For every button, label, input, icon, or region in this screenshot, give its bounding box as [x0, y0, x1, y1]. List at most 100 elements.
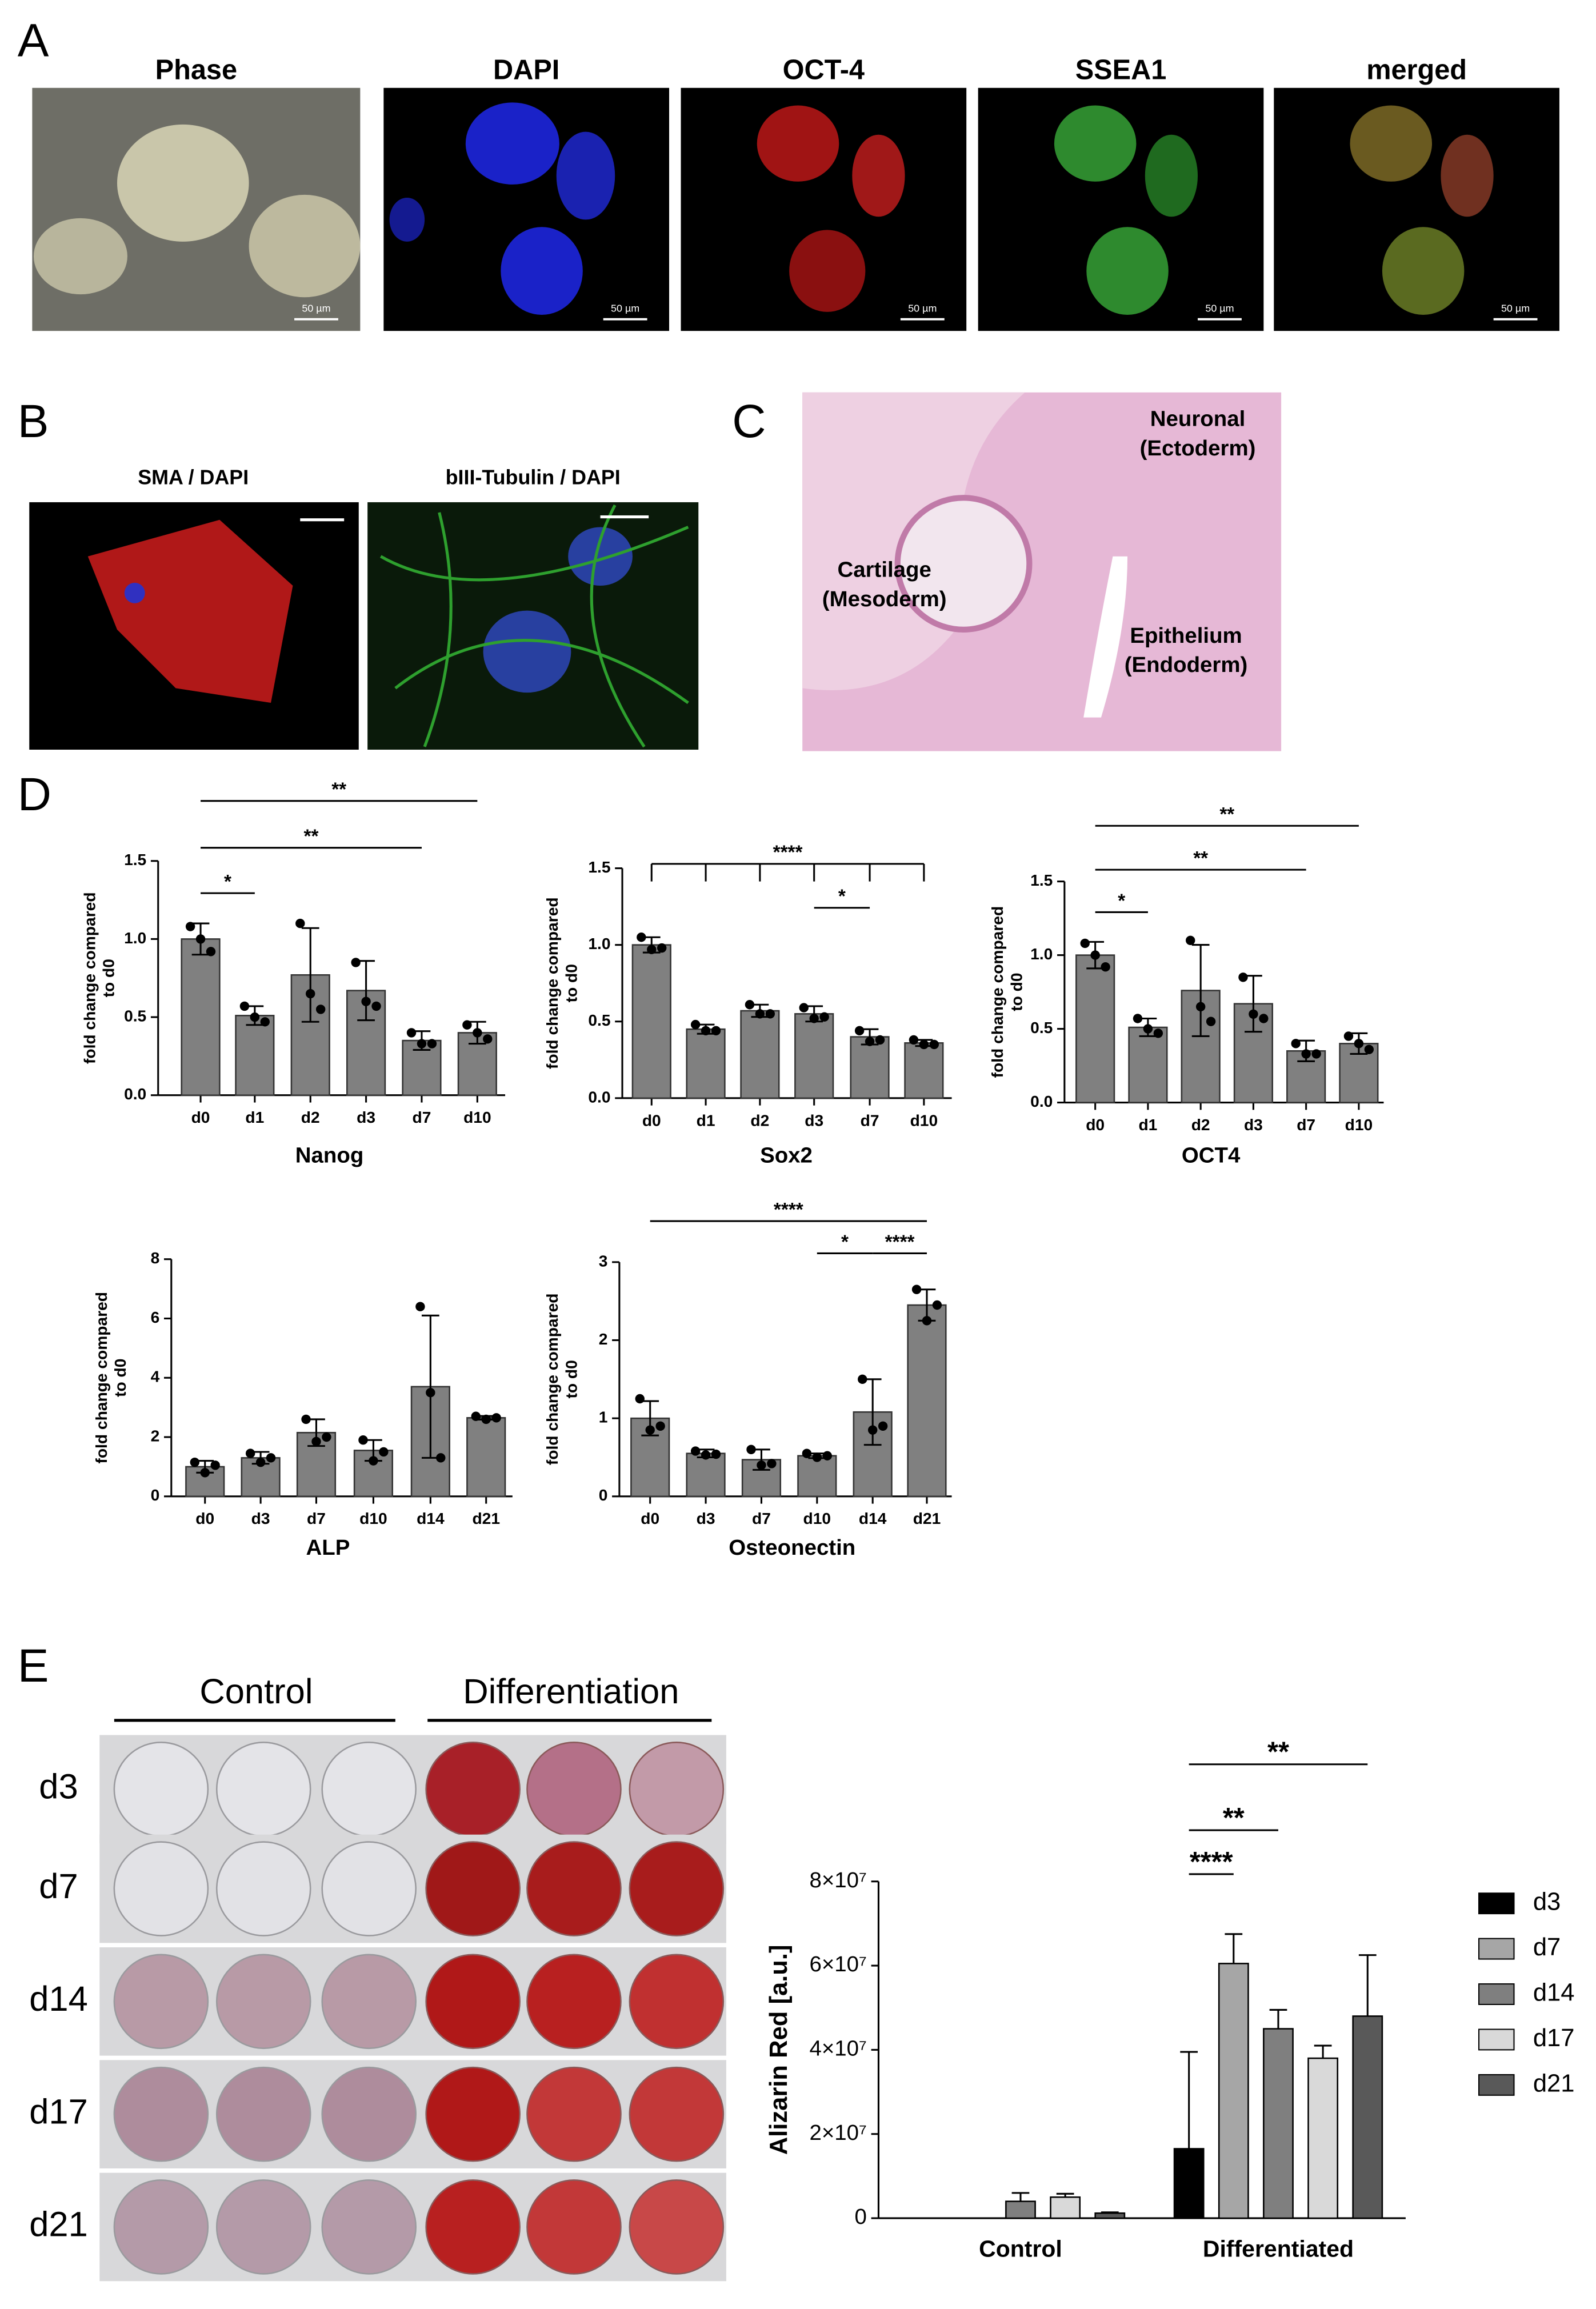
- data-point: [701, 1026, 711, 1036]
- row-label: d17: [29, 2092, 88, 2131]
- well: [526, 2179, 622, 2275]
- tissue-label: (Ectoderm): [1140, 436, 1256, 461]
- scale-bar-label: 50 µm: [302, 302, 330, 314]
- data-point: [765, 1009, 775, 1019]
- panel-label: B: [18, 395, 49, 447]
- data-point: [1249, 1009, 1258, 1019]
- image-title: Phase: [155, 54, 237, 85]
- data-point: [462, 1020, 472, 1030]
- y-tick-label: 0: [151, 1486, 160, 1504]
- error-bar: [1314, 2044, 1332, 2059]
- bar: [181, 938, 221, 1097]
- bar: [794, 1013, 834, 1099]
- tissue-label: (Mesoderm): [822, 587, 947, 611]
- x-tick-label: d7: [752, 1509, 771, 1527]
- y-axis-label: fold change compared: [80, 892, 98, 1064]
- x-tick-label: d3: [697, 1509, 715, 1527]
- bar: [1352, 2015, 1383, 2219]
- data-point: [483, 1034, 493, 1044]
- significance-label: **: [304, 826, 319, 847]
- data-point: [637, 933, 646, 942]
- panel-label: E: [18, 1640, 49, 1692]
- y-tick-label: 1: [599, 1408, 608, 1426]
- significance-label: *: [838, 886, 846, 907]
- legend-swatch: [1478, 1892, 1515, 1915]
- data-point: [266, 1453, 276, 1463]
- y-tick-label: 0.0: [1030, 1092, 1053, 1110]
- significance-label: *: [1118, 890, 1125, 911]
- x-tick-label: d10: [1345, 1115, 1373, 1134]
- data-point: [239, 1001, 250, 1011]
- data-point: [767, 1459, 777, 1468]
- data-point: [185, 922, 195, 931]
- x-tick-label: d0: [191, 1108, 210, 1126]
- data-point: [799, 1003, 809, 1013]
- well: [425, 1742, 521, 1837]
- data-point: [1186, 935, 1195, 945]
- bar: [740, 1010, 780, 1099]
- x-tick-label: d2: [750, 1111, 769, 1129]
- legend-label: d14: [1533, 1979, 1575, 2007]
- well: [321, 2179, 417, 2275]
- y-axis-label: fold change compared: [988, 906, 1006, 1078]
- scale-bar-label: 50 µm: [611, 302, 639, 314]
- x-tick-label: d0: [641, 1509, 659, 1527]
- x-tick-label: d21: [472, 1509, 500, 1527]
- data-point: [473, 1028, 482, 1038]
- data-point: [690, 1446, 701, 1456]
- data-point: [745, 1000, 755, 1010]
- scale-bar-label: 50 µm: [1205, 302, 1234, 314]
- data-point: [911, 1284, 922, 1294]
- y-tick-label: 0.5: [588, 1011, 610, 1029]
- bar: [1128, 1026, 1168, 1103]
- data-point: [809, 1014, 819, 1023]
- image-title: SMA / DAPI: [138, 466, 249, 489]
- y-tick-label: 1.0: [588, 934, 610, 953]
- bar: [797, 1455, 837, 1498]
- data-point: [909, 1035, 919, 1045]
- y-tick-label: 2×10⁷: [809, 2120, 866, 2145]
- data-point: [929, 1039, 939, 1050]
- y-tick-label: 8×10⁷: [809, 1868, 866, 1892]
- data-point: [919, 1039, 929, 1050]
- tissue-label: (Endoderm): [1125, 653, 1248, 677]
- scale-bar-label: 50 µm: [908, 302, 937, 314]
- error-bar: [1011, 2192, 1030, 2202]
- data-point: [206, 947, 216, 957]
- well: [425, 1954, 521, 2050]
- panel-label: A: [18, 15, 49, 67]
- well: [215, 1742, 311, 1837]
- data-point: [1291, 1039, 1301, 1049]
- y-tick-label: 1.5: [124, 850, 146, 869]
- legend-label: d17: [1533, 2024, 1575, 2052]
- panel-label: D: [18, 769, 51, 821]
- tissue-label: Epithelium: [1130, 623, 1242, 648]
- data-point: [311, 1436, 321, 1447]
- y-axis-label: fold change compared: [543, 897, 561, 1069]
- y-tick-label: 1.0: [1030, 945, 1053, 963]
- data-point: [1133, 1014, 1143, 1023]
- error-bar: [1358, 1954, 1377, 2016]
- error-bar: [1191, 943, 1210, 1037]
- data-point: [250, 1012, 260, 1022]
- significance-label: ****: [773, 842, 803, 863]
- x-tick-label: d21: [913, 1509, 941, 1527]
- data-point: [647, 945, 657, 954]
- y-tick-label: 6×10⁷: [809, 1952, 866, 1976]
- row-label: d14: [29, 1979, 88, 2019]
- y-axis-label: to d0: [99, 959, 118, 997]
- bar: [1218, 1963, 1249, 2219]
- y-tick-label: 4×10⁷: [809, 2036, 866, 2061]
- image-title: DAPI: [493, 54, 559, 85]
- data-point: [436, 1453, 446, 1463]
- x-tick-label: d14: [859, 1509, 887, 1527]
- x-axis-label: Sox2: [760, 1143, 813, 1168]
- data-point: [200, 1468, 210, 1478]
- bar: [850, 1036, 890, 1099]
- bar: [1050, 2196, 1081, 2219]
- data-point: [245, 1448, 255, 1458]
- well: [113, 2179, 209, 2275]
- well: [425, 2179, 521, 2275]
- x-tick-label: d10: [359, 1509, 387, 1527]
